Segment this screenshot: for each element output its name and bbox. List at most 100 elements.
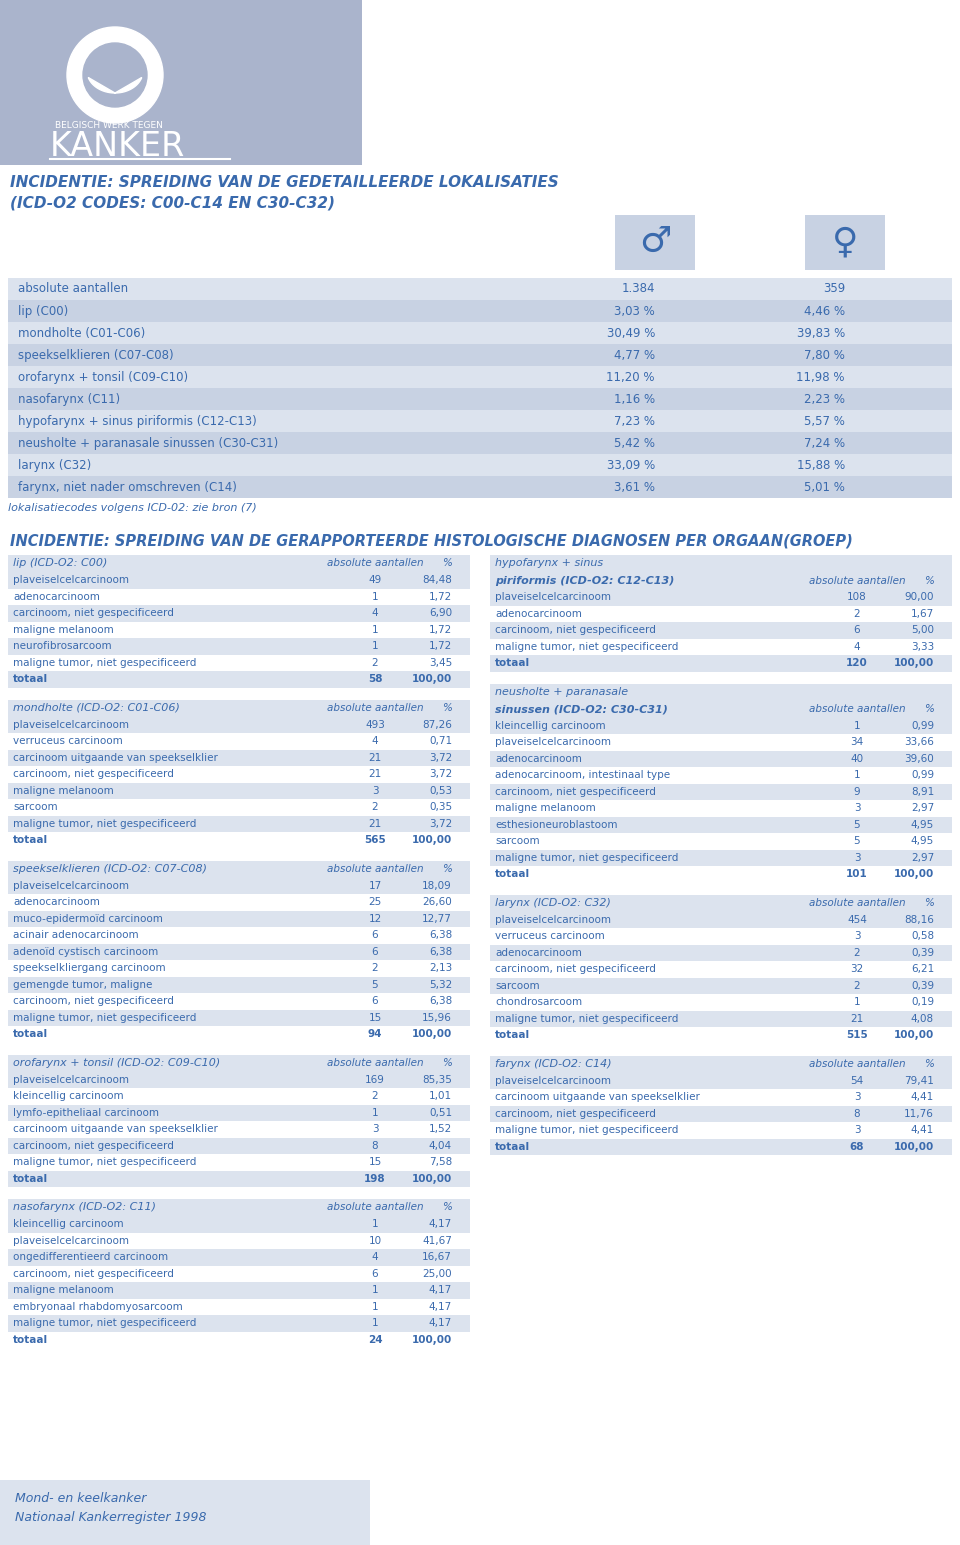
Text: 6: 6 bbox=[372, 997, 378, 1006]
Text: totaal: totaal bbox=[13, 1174, 48, 1183]
Text: %: % bbox=[924, 575, 934, 586]
Text: 6: 6 bbox=[372, 1268, 378, 1279]
Text: 90,00: 90,00 bbox=[904, 592, 934, 603]
Text: 493: 493 bbox=[365, 720, 385, 729]
Bar bbox=[0, 0, 362, 165]
Bar bbox=[8, 1332, 470, 1347]
Bar bbox=[8, 1233, 470, 1248]
Text: carcinoom uitgaande van speekselklier: carcinoom uitgaande van speekselklier bbox=[13, 752, 218, 763]
Text: plaveiselcelcarcinoom: plaveiselcelcarcinoom bbox=[13, 720, 129, 729]
Bar bbox=[8, 388, 952, 409]
Text: totaal: totaal bbox=[13, 1029, 48, 1040]
Bar bbox=[8, 816, 470, 833]
Text: 33,66: 33,66 bbox=[904, 737, 934, 748]
Bar bbox=[490, 800, 952, 816]
Text: 0,99: 0,99 bbox=[911, 771, 934, 780]
Text: adenocarcinoom: adenocarcinoom bbox=[13, 898, 100, 907]
Text: 4,95: 4,95 bbox=[911, 836, 934, 847]
Text: 4,41: 4,41 bbox=[911, 1092, 934, 1102]
Text: absolute aantallen: absolute aantallen bbox=[326, 558, 423, 569]
Text: plaveiselcelcarcinoom: plaveiselcelcarcinoom bbox=[13, 1236, 129, 1245]
Bar bbox=[8, 1298, 470, 1315]
Bar bbox=[8, 732, 470, 749]
Bar bbox=[8, 409, 952, 433]
Text: kleincellig carcinoom: kleincellig carcinoom bbox=[13, 1219, 124, 1230]
Text: %: % bbox=[924, 1058, 934, 1069]
Text: 88,16: 88,16 bbox=[904, 915, 934, 925]
Text: kleincellig carcinoom: kleincellig carcinoom bbox=[495, 722, 606, 731]
Text: 1: 1 bbox=[372, 1219, 378, 1230]
Text: 2,97: 2,97 bbox=[911, 803, 934, 813]
Bar bbox=[8, 1199, 470, 1216]
Bar bbox=[490, 623, 952, 638]
Text: absolute aantallen: absolute aantallen bbox=[326, 1202, 423, 1213]
Text: 41,67: 41,67 bbox=[422, 1236, 452, 1245]
Bar bbox=[8, 1088, 470, 1105]
Text: neusholte + paranasale sinussen (C30-C31): neusholte + paranasale sinussen (C30-C31… bbox=[18, 437, 278, 450]
Text: adenoïd cystisch carcinoom: adenoïd cystisch carcinoom bbox=[13, 947, 158, 956]
Text: nasofarynx (ICD-O2: C11): nasofarynx (ICD-O2: C11) bbox=[13, 1202, 156, 1213]
Text: 1,72: 1,72 bbox=[429, 641, 452, 652]
Text: 0,71: 0,71 bbox=[429, 737, 452, 746]
Text: 40: 40 bbox=[851, 754, 864, 763]
Bar bbox=[490, 850, 952, 867]
Bar bbox=[8, 555, 470, 572]
Text: carcinoom, niet gespecificeerd: carcinoom, niet gespecificeerd bbox=[495, 964, 656, 975]
Bar bbox=[490, 1089, 952, 1106]
Text: neusholte + paranasale: neusholte + paranasale bbox=[495, 688, 628, 697]
Text: 3: 3 bbox=[853, 1125, 860, 1136]
Text: 32: 32 bbox=[851, 964, 864, 975]
Text: 198: 198 bbox=[364, 1174, 386, 1183]
Text: 3,45: 3,45 bbox=[429, 658, 452, 667]
Text: totaal: totaal bbox=[13, 1335, 48, 1344]
Bar bbox=[8, 1026, 470, 1043]
Text: 0,39: 0,39 bbox=[911, 981, 934, 990]
Text: mondholte (C01-C06): mondholte (C01-C06) bbox=[18, 326, 145, 340]
Bar bbox=[8, 366, 952, 388]
Bar bbox=[8, 454, 952, 476]
Text: lip (C00): lip (C00) bbox=[18, 304, 68, 318]
Text: maligne tumor, niet gespecificeerd: maligne tumor, niet gespecificeerd bbox=[495, 1014, 679, 1024]
Text: 100,00: 100,00 bbox=[412, 836, 452, 845]
Text: 7,23 %: 7,23 % bbox=[614, 414, 655, 428]
Text: absolute aantallen: absolute aantallen bbox=[808, 575, 905, 586]
Text: kleincellig carcinoom: kleincellig carcinoom bbox=[13, 1091, 124, 1102]
Text: farynx, niet nader omschreven (C14): farynx, niet nader omschreven (C14) bbox=[18, 480, 237, 493]
Bar bbox=[8, 766, 470, 782]
Text: carcinoom, niet gespecificeerd: carcinoom, niet gespecificeerd bbox=[495, 626, 656, 635]
Bar bbox=[8, 589, 470, 606]
Text: totaal: totaal bbox=[495, 658, 530, 669]
Text: 4,17: 4,17 bbox=[429, 1285, 452, 1295]
Bar bbox=[490, 783, 952, 800]
Bar bbox=[8, 671, 470, 688]
Bar bbox=[8, 433, 952, 454]
Text: 3: 3 bbox=[372, 786, 378, 796]
Text: INCIDENTIE: SPREIDING VAN DE GERAPPORTEERDE HISTOLOGISCHE DIAGNOSEN PER ORGAAN(G: INCIDENTIE: SPREIDING VAN DE GERAPPORTEE… bbox=[10, 533, 852, 548]
Text: %: % bbox=[443, 864, 452, 874]
Text: 4,17: 4,17 bbox=[429, 1302, 452, 1312]
Text: 18,09: 18,09 bbox=[422, 881, 452, 891]
Bar bbox=[8, 621, 470, 638]
Text: 4,17: 4,17 bbox=[429, 1219, 452, 1230]
Bar bbox=[8, 749, 470, 766]
Text: 5: 5 bbox=[853, 820, 860, 830]
Text: 6: 6 bbox=[372, 947, 378, 956]
Text: maligne melanoom: maligne melanoom bbox=[13, 624, 113, 635]
Bar bbox=[490, 655, 952, 672]
Text: 454: 454 bbox=[847, 915, 867, 925]
Text: carcinoom, niet gespecificeerd: carcinoom, niet gespecificeerd bbox=[13, 1268, 174, 1279]
Text: Mond- en keelkanker: Mond- en keelkanker bbox=[15, 1491, 146, 1505]
Text: plaveiselcelcarcinoom: plaveiselcelcarcinoom bbox=[13, 1075, 129, 1085]
Text: 6,21: 6,21 bbox=[911, 964, 934, 975]
Text: 11,98 %: 11,98 % bbox=[797, 371, 845, 383]
Text: 5,00: 5,00 bbox=[911, 626, 934, 635]
Text: maligne tumor, niet gespecificeerd: maligne tumor, niet gespecificeerd bbox=[495, 641, 679, 652]
Text: mondholte (ICD-O2: C01-C06): mondholte (ICD-O2: C01-C06) bbox=[13, 703, 180, 712]
Text: 7,80 %: 7,80 % bbox=[804, 349, 845, 362]
Text: absolute aantallen: absolute aantallen bbox=[808, 1058, 905, 1069]
Text: carcinoom, niet gespecificeerd: carcinoom, niet gespecificeerd bbox=[495, 786, 656, 797]
Bar bbox=[8, 944, 470, 959]
Text: 2: 2 bbox=[372, 963, 378, 973]
Bar bbox=[8, 1315, 470, 1332]
Text: 100,00: 100,00 bbox=[412, 1174, 452, 1183]
